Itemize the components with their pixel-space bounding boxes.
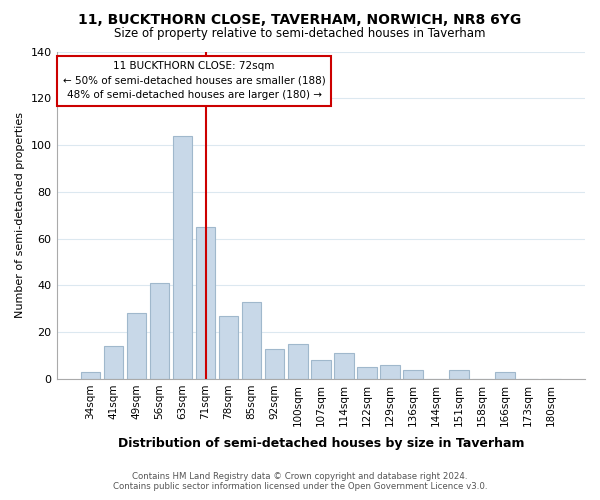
- Bar: [104, 346, 123, 379]
- Bar: [127, 314, 146, 379]
- Bar: [496, 372, 515, 379]
- Bar: [219, 316, 238, 379]
- Bar: [403, 370, 423, 379]
- Bar: [173, 136, 193, 379]
- Text: Size of property relative to semi-detached houses in Taverham: Size of property relative to semi-detach…: [114, 28, 486, 40]
- Bar: [334, 353, 353, 379]
- X-axis label: Distribution of semi-detached houses by size in Taverham: Distribution of semi-detached houses by …: [118, 437, 524, 450]
- Bar: [357, 367, 377, 379]
- Bar: [149, 283, 169, 379]
- Y-axis label: Number of semi-detached properties: Number of semi-detached properties: [15, 112, 25, 318]
- Bar: [380, 365, 400, 379]
- Text: Contains HM Land Registry data © Crown copyright and database right 2024.
Contai: Contains HM Land Registry data © Crown c…: [113, 472, 487, 491]
- Bar: [80, 372, 100, 379]
- Bar: [265, 348, 284, 379]
- Text: 11, BUCKTHORN CLOSE, TAVERHAM, NORWICH, NR8 6YG: 11, BUCKTHORN CLOSE, TAVERHAM, NORWICH, …: [79, 12, 521, 26]
- Bar: [311, 360, 331, 379]
- Bar: [242, 302, 262, 379]
- Bar: [288, 344, 308, 379]
- Bar: [449, 370, 469, 379]
- Text: 11 BUCKTHORN CLOSE: 72sqm
← 50% of semi-detached houses are smaller (188)
48% of: 11 BUCKTHORN CLOSE: 72sqm ← 50% of semi-…: [62, 61, 325, 100]
- Bar: [196, 227, 215, 379]
